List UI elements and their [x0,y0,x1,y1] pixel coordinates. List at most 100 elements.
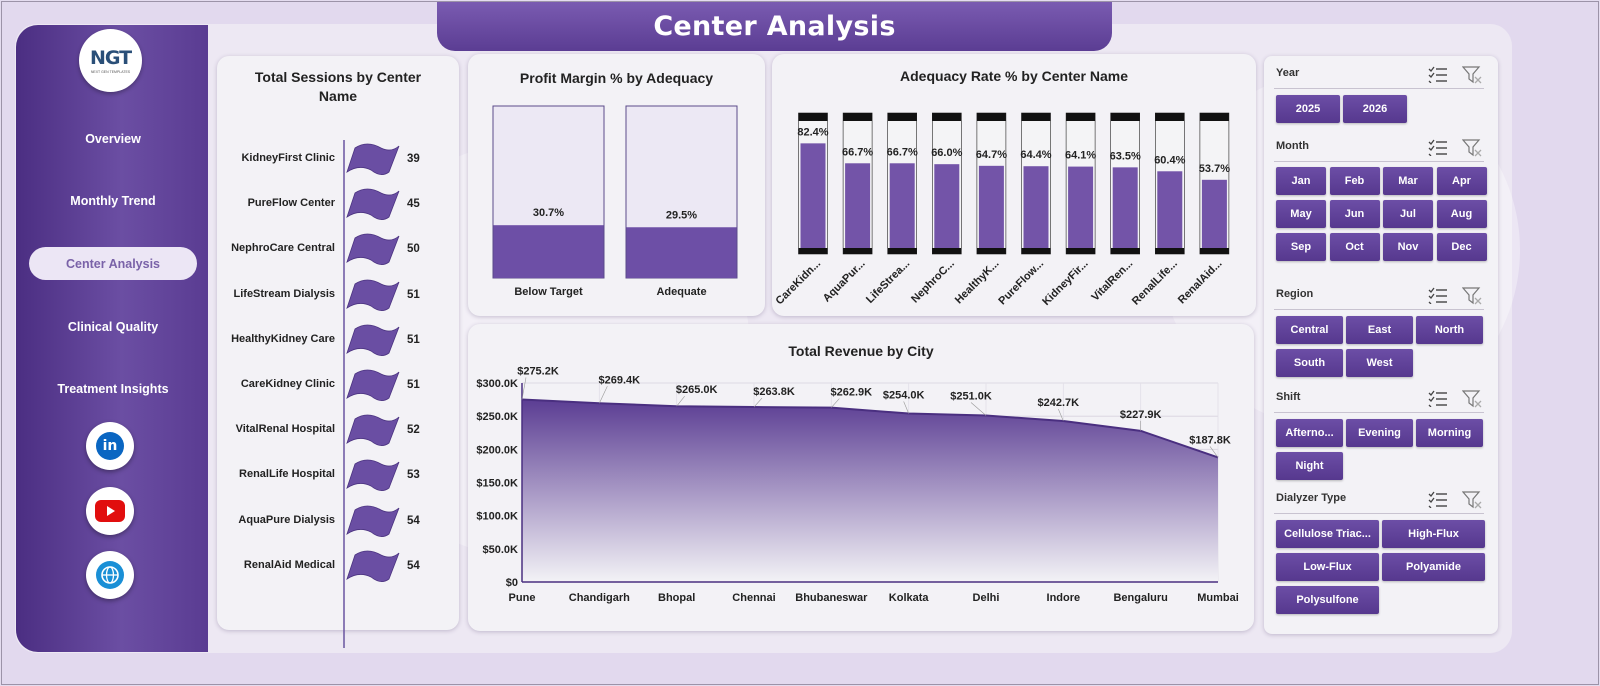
multi-select-icon[interactable] [1428,390,1448,407]
revenue-point-label: $262.9K [831,387,873,399]
revenue-point-label: $242.7K [1038,397,1080,409]
adequacy-bar-cap [932,248,962,254]
multi-select-icon[interactable] [1428,287,1448,304]
slicer-item-button[interactable]: 2026 [1343,95,1407,123]
linkedin-icon: in [96,432,124,460]
revenue-point-label: $263.8K [753,386,795,398]
multi-select-icon[interactable] [1428,491,1448,508]
nav-overview[interactable]: Overview [85,131,141,146]
nav-monthly-trend[interactable]: Monthly Trend [70,193,156,208]
adequacy-bar-cap [1199,248,1229,254]
multi-select-icon[interactable] [1428,66,1448,83]
slicer-item-button[interactable]: 2025 [1276,95,1340,123]
adequacy-bar-cap [887,113,917,121]
slicer-divider [1274,161,1484,162]
revenue-y-tick: $50.0K [483,544,519,556]
linkedin-button[interactable]: in [86,422,134,470]
sessions-row-value: 54 [407,514,420,527]
slicer-item-button[interactable]: Cellulose Triac... [1276,520,1379,548]
revenue-y-tick: $150.0K [476,478,518,490]
slicer-item-label: Jan [1291,175,1311,187]
sessions-row-value: 51 [407,288,420,301]
revenue-y-tick: $100.0K [476,511,518,523]
revenue-y-tick: $300.0K [476,378,518,390]
slicer-item-button[interactable]: West [1346,349,1413,377]
slicer-item-label: Dec [1451,241,1472,253]
clear-filter-icon[interactable] [1462,287,1482,305]
slicer-item-button[interactable]: Dec [1436,233,1487,261]
sessions-row-value: 54 [407,559,420,572]
revenue-line [521,398,1219,459]
sessions-row-label: VitalRenal Hospital [235,423,335,436]
revenue-y-tick: $0 [506,577,518,589]
slicer-item-button[interactable]: Evening [1346,419,1413,447]
sessions-row: CareKidney Clinic 51 [217,369,453,416]
multi-select-icon[interactable] [1428,139,1448,156]
slicer-item-button[interactable]: Afterno... [1276,419,1343,447]
website-button[interactable] [86,551,134,599]
adequacy-bar-cap [843,113,873,121]
sessions-row-value: 52 [407,424,420,437]
slicer-item-button[interactable]: Mar [1383,167,1433,195]
sessions-flag-icon [346,369,400,401]
slicer-item-button[interactable]: Night [1276,452,1343,480]
slicer-item-button[interactable]: Nov [1383,233,1433,261]
sessions-flag-icon [346,188,400,221]
revenue-point-label: $265.0K [676,384,718,396]
revenue-category-label: Chennai [732,592,775,604]
slicer-item-button[interactable]: Jul [1383,200,1433,228]
adequacy-bar-cap [1155,248,1185,254]
slicer-item-button[interactable]: Aug [1436,200,1487,228]
adequacy-bar [934,164,960,248]
clear-filter-icon[interactable] [1462,390,1482,408]
slicer-item-button[interactable]: May [1276,200,1326,228]
slicer-item-button[interactable]: South [1276,349,1343,377]
sessions-row-value: 53 [407,469,420,482]
revenue-point-label: $251.0K [950,391,992,403]
revenue-point-label: $254.0K [883,390,925,402]
slicer-item-button[interactable]: Jun [1329,200,1380,228]
adequacy-bar-cap [1110,248,1140,254]
sessions-row-value: 45 [407,198,420,211]
slicer-item-button[interactable]: Apr [1436,167,1487,195]
clear-filter-icon[interactable] [1462,139,1482,157]
nav-treatment-insights[interactable]: Treatment Insights [57,381,169,396]
slicer-item-button[interactable]: East [1346,316,1413,344]
adequacy-bar-label: 82.4% [797,126,828,138]
profit-title: Profit Margin % by Adequacy [519,70,714,86]
revenue-point-label: $269.4K [599,374,641,386]
slicer-item-button[interactable]: High-Flux [1382,520,1485,548]
sessions-card: Total Sessions by Center Name KidneyFirs… [217,56,459,648]
slicer-toolbar [1428,491,1482,509]
slicer-item-button[interactable]: Feb [1329,167,1380,195]
clear-filter-icon[interactable] [1462,66,1482,84]
adequacy-bar-cap [1155,113,1185,121]
clear-filter-icon[interactable] [1462,491,1482,509]
revenue-label-leader [1058,408,1064,422]
youtube-button[interactable] [86,487,134,535]
slicer-item-button[interactable]: Morning [1416,419,1483,447]
slicer-item-button[interactable]: Central [1276,316,1343,344]
slicer-item-button[interactable]: Low-Flux [1276,553,1379,581]
adequacy-bar [1068,166,1094,248]
nav-clinical-quality[interactable]: Clinical Quality [67,319,159,334]
sessions-row: VitalRenal Hospital 52 [217,414,453,461]
slicer-item-button[interactable]: North [1416,316,1483,344]
slicer-item-button[interactable]: Sep [1276,233,1326,261]
slicer-item-label: 2026 [1362,103,1388,115]
slicer-toolbar [1428,390,1482,408]
slicer-item-button[interactable]: Oct [1329,233,1380,261]
sessions-flag-icon [346,550,400,582]
nav-center-analysis[interactable]: Center Analysis [29,247,197,280]
slicer-item-label: Feb [1344,175,1365,187]
sessions-flag-icon [346,233,400,266]
adequacy-category-label: LifeStrea... [864,258,912,306]
slicer-item-label: Cellulose Triac... [1284,528,1371,540]
slicer-item-button[interactable]: Polysulfone [1276,586,1379,614]
sessions-row-label: NephroCare Central [231,242,335,255]
slicer-item-button[interactable]: Polyamide [1382,553,1485,581]
adequacy-bar [1201,179,1227,248]
adequacy-bar-label: 64.7% [976,149,1007,161]
adequacy-bar-label: 60.4% [1154,154,1185,166]
slicer-item-button[interactable]: Jan [1276,167,1326,195]
